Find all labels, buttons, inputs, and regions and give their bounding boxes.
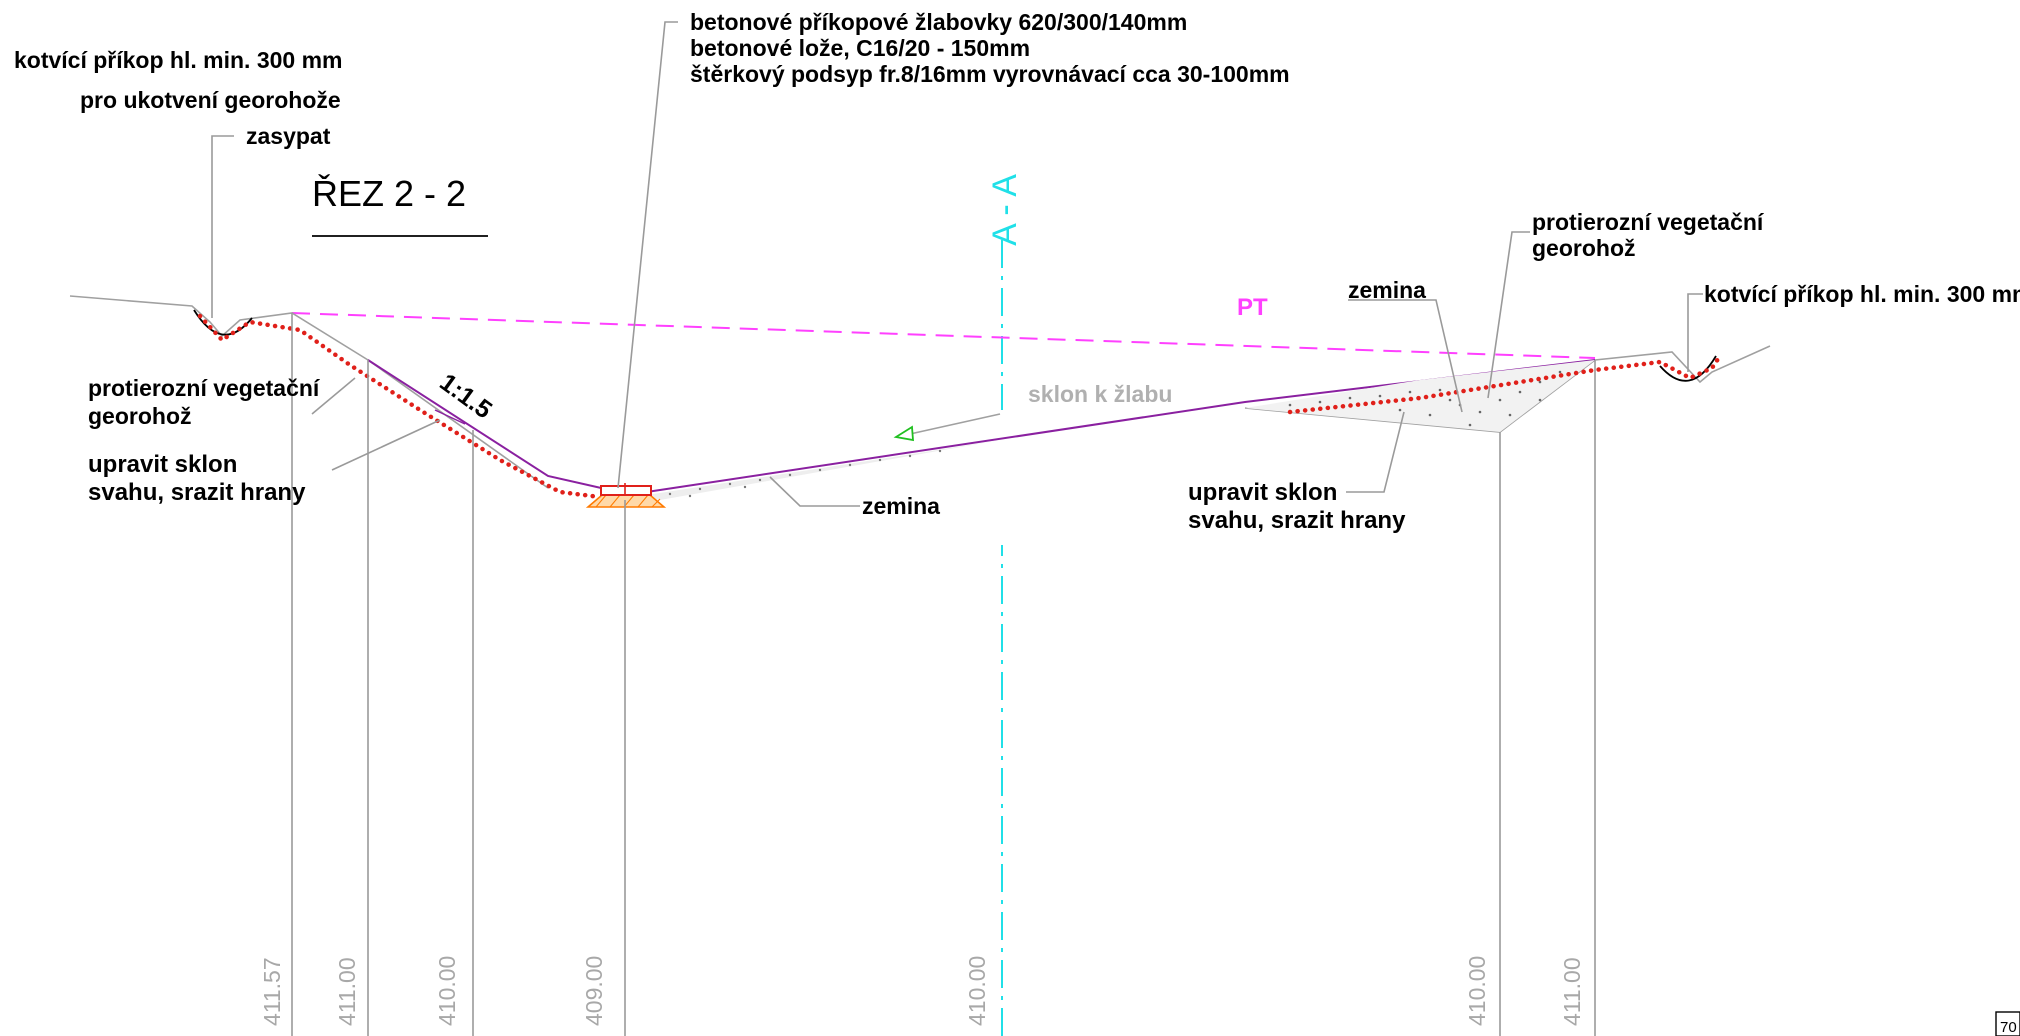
leader-erosion-mat-left bbox=[311, 377, 356, 415]
elevation-label: 409.00 bbox=[581, 956, 607, 1026]
leader-anchor-right bbox=[1687, 293, 1703, 372]
elevation-guide-lines bbox=[291, 313, 1596, 1036]
slope-arrow-shaft bbox=[909, 413, 1001, 435]
soil-right-label: zemina bbox=[1348, 277, 1426, 303]
channel-note-line3: štěrkový podsyp fr.8/16mm vyrovnávací cc… bbox=[690, 61, 1290, 87]
slope-to-channel-label: sklon k žlabu bbox=[1028, 381, 1172, 407]
terrain-marker-label: PT bbox=[1237, 294, 1268, 321]
left-anchor-trench bbox=[193, 309, 253, 336]
leader-adjust-slope-left bbox=[331, 419, 441, 471]
design-profile-tick bbox=[434, 409, 466, 425]
elevation-label: 410.00 bbox=[434, 956, 460, 1026]
soil-dots-right bbox=[1288, 370, 1562, 427]
leader-soil-right bbox=[1348, 299, 1463, 413]
sheet-corner-number: 70 bbox=[2000, 1019, 2017, 1036]
erosion-mat-right-line2: georohož bbox=[1532, 235, 1636, 261]
soil-bottom-label: zemina bbox=[862, 493, 940, 519]
axis-label: A - A bbox=[986, 174, 1024, 246]
elevation-label: 410.00 bbox=[1464, 956, 1490, 1026]
elevation-label: 411.00 bbox=[334, 957, 360, 1026]
geomat-right bbox=[1287, 353, 1723, 415]
backfill-note: zasypat bbox=[246, 123, 331, 149]
channel-note-line1: betonové příkopové žlabovky 620/300/140m… bbox=[690, 9, 1187, 35]
slope-ratio-label: 1:1.5 bbox=[434, 368, 497, 424]
erosion-mat-left-line2: georohož bbox=[88, 403, 192, 429]
erosion-mat-left-line1: protierozní vegetační bbox=[88, 375, 321, 401]
erosion-mat-right-line1: protierozní vegetační bbox=[1532, 209, 1765, 235]
section-title: ŘEZ 2 - 2 bbox=[312, 173, 466, 214]
anchor-trench-left-line1: kotvící příkop hl. min. 300 mm bbox=[14, 47, 342, 73]
elevation-label: 411.57 bbox=[259, 957, 285, 1026]
leader-channel bbox=[617, 21, 678, 489]
elevation-label: 410.00 bbox=[964, 956, 990, 1026]
adjust-slope-left-line1: upravit sklon bbox=[88, 451, 237, 478]
leader-soil-bottom bbox=[769, 476, 860, 507]
slope-arrow-head bbox=[893, 425, 914, 442]
adjust-slope-left-line2: svahu, srazit hrany bbox=[88, 479, 306, 506]
channel-note-line2: betonové lože, C16/20 - 150mm bbox=[690, 35, 1030, 61]
leader-adjust-slope-right bbox=[1346, 411, 1405, 493]
original-terrain-line bbox=[291, 312, 1596, 359]
soil-dots-bottom bbox=[668, 449, 942, 498]
elevation-label: 411.00 bbox=[1559, 957, 1585, 1026]
concrete-channel bbox=[585, 483, 667, 508]
anchor-trench-right: kotvící příkop hl. min. 300 mm bbox=[1704, 281, 2020, 307]
adjust-slope-right-line2: svahu, srazit hrany bbox=[1188, 507, 1406, 534]
existing-terrain-left bbox=[69, 295, 549, 489]
geomat-left bbox=[197, 313, 603, 500]
soil-fill-right bbox=[1245, 360, 1595, 432]
leader-backfill bbox=[211, 135, 234, 318]
leader-erosion-mat-right bbox=[1487, 231, 1530, 399]
right-anchor-trench bbox=[1659, 355, 1717, 382]
sheet-corner-box bbox=[1995, 1011, 2020, 1036]
axis-label-gap bbox=[990, 410, 1014, 545]
anchor-trench-left-line2: pro ukotvení georohože bbox=[80, 87, 341, 113]
adjust-slope-right-line1: upravit sklon bbox=[1188, 479, 1337, 506]
design-profile-left-slope bbox=[367, 359, 611, 491]
